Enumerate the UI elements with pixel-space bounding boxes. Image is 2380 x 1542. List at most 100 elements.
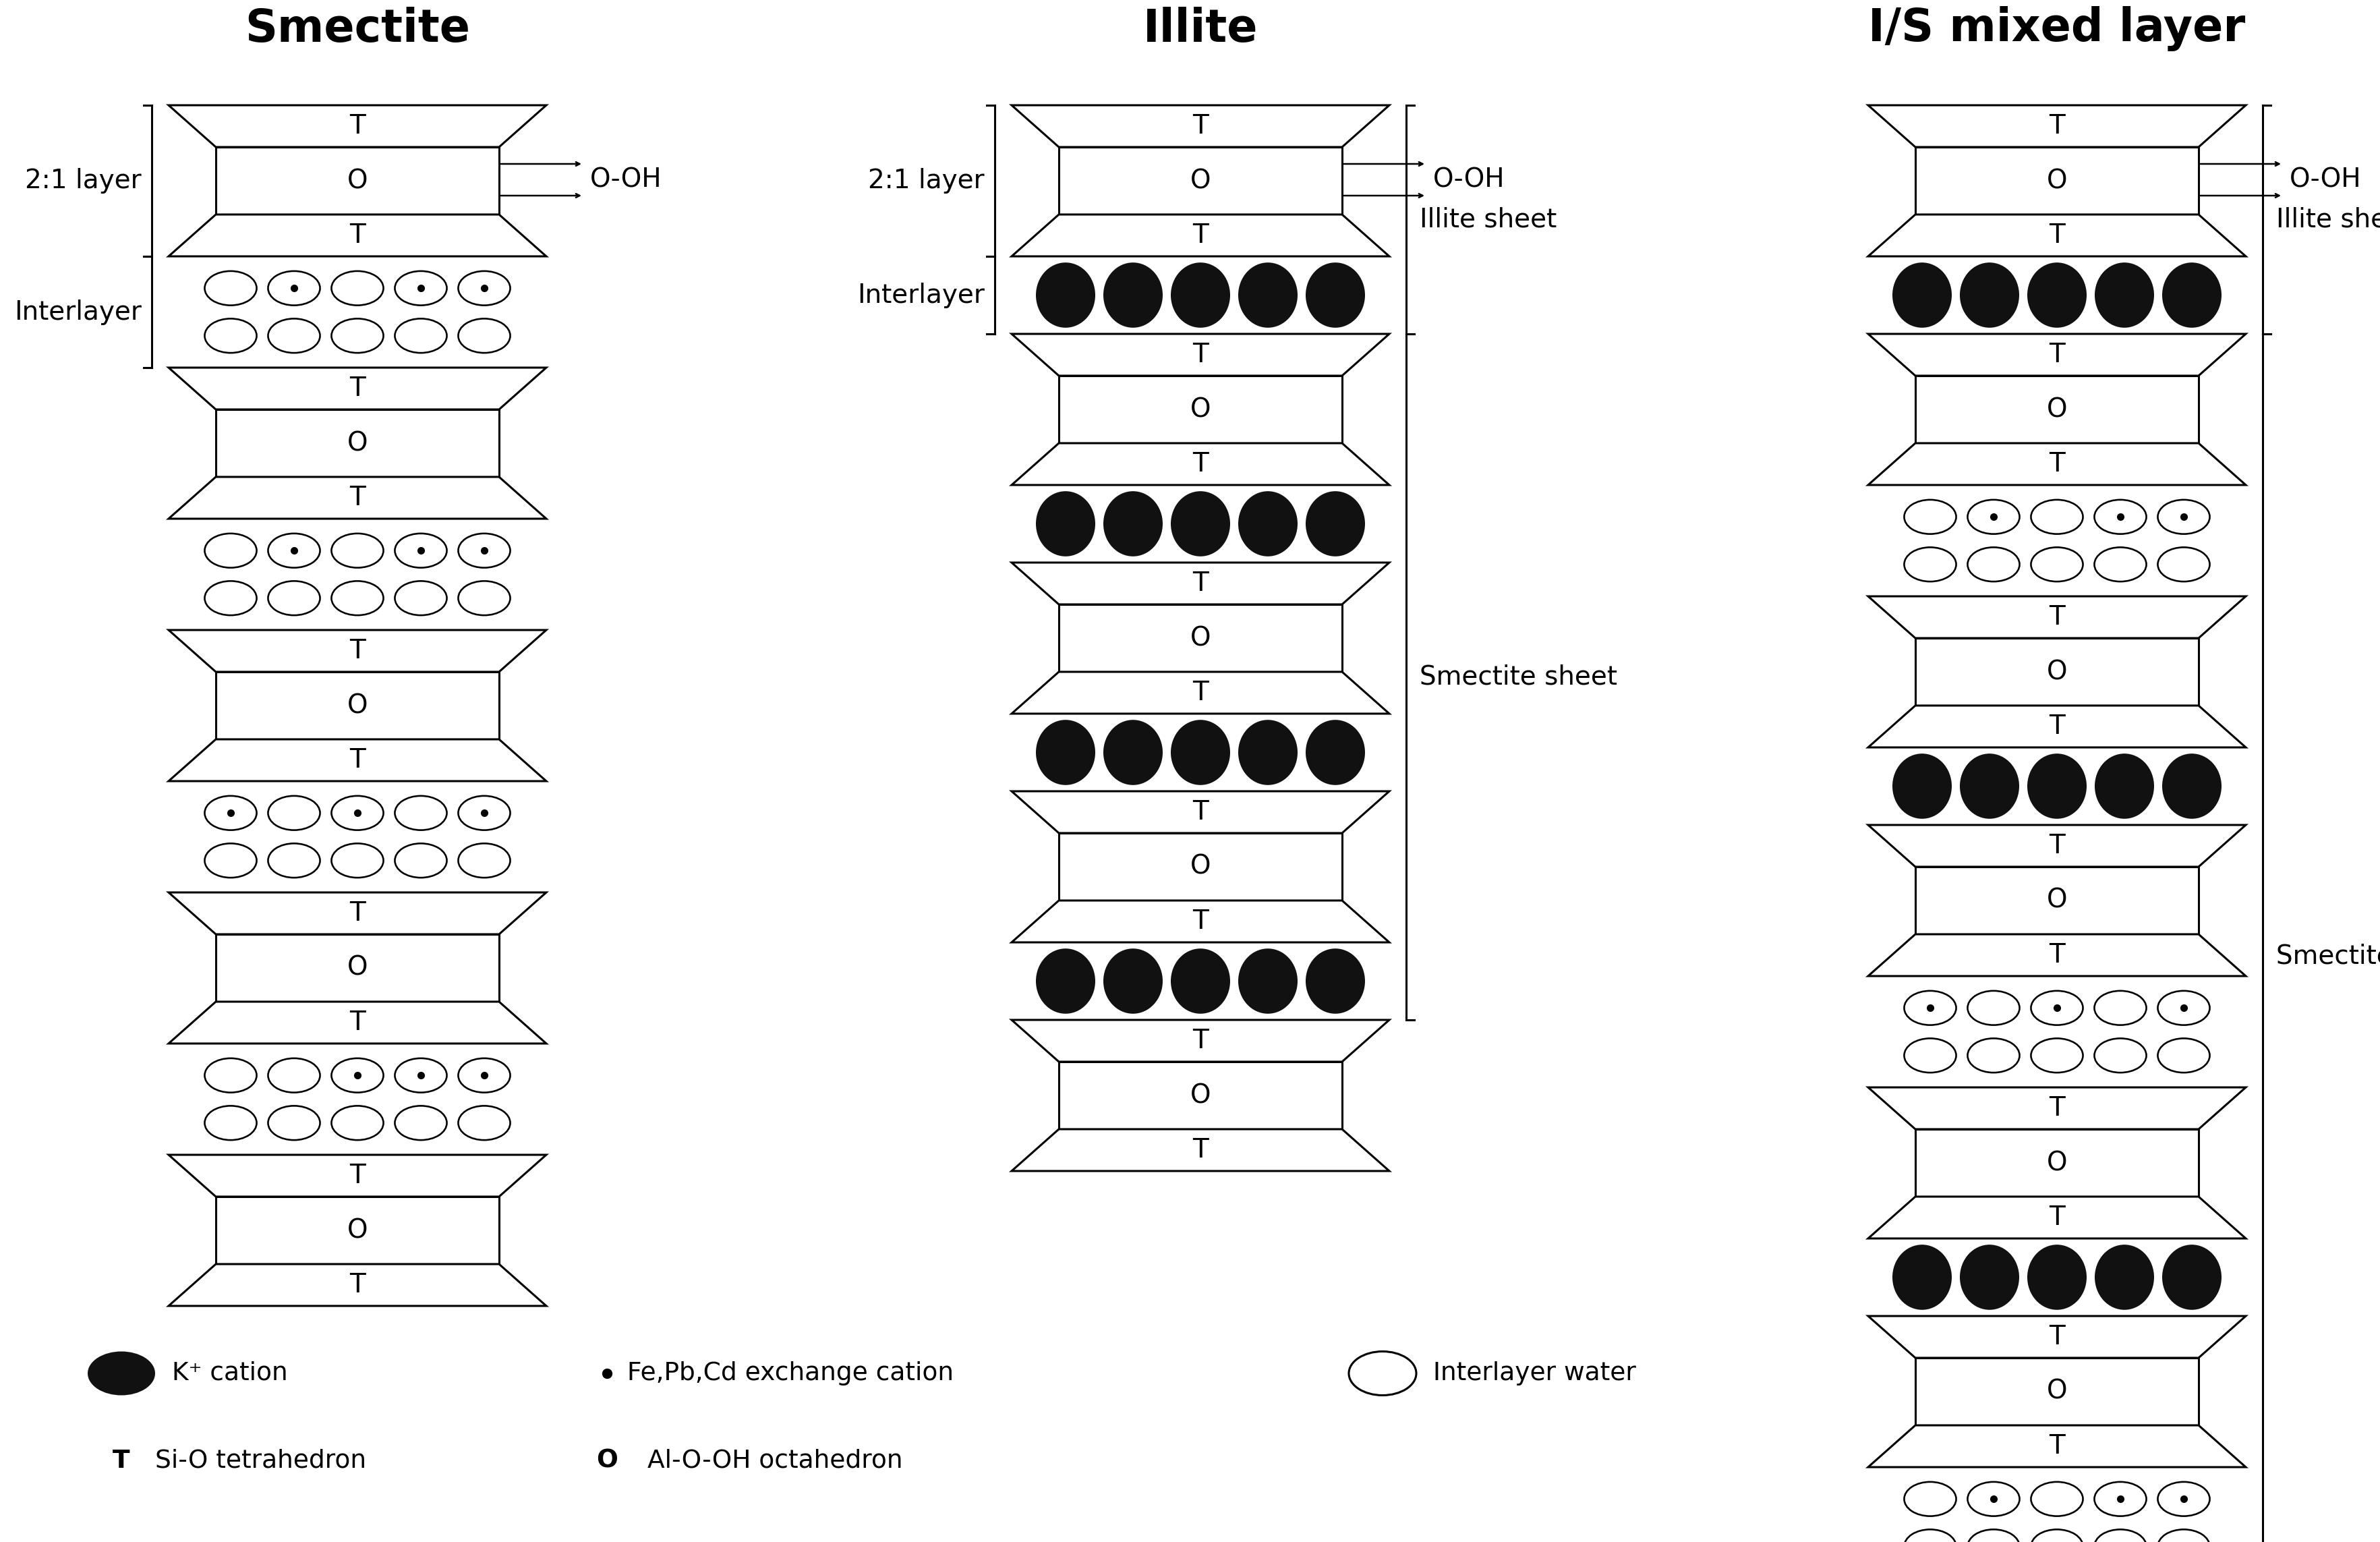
Ellipse shape (269, 796, 319, 830)
Ellipse shape (2161, 754, 2221, 819)
Ellipse shape (2094, 547, 2147, 581)
Polygon shape (1868, 1087, 2244, 1129)
Bar (217, 672, 500, 739)
Ellipse shape (2156, 1038, 2209, 1073)
Text: T: T (1192, 680, 1209, 706)
Ellipse shape (269, 1058, 319, 1092)
Ellipse shape (2156, 1482, 2209, 1516)
Ellipse shape (457, 581, 509, 615)
Bar (1916, 1129, 2199, 1197)
Ellipse shape (1171, 262, 1230, 328)
Text: O: O (2047, 396, 2066, 423)
Text: Illite: Illite (1142, 6, 1257, 51)
Polygon shape (1868, 443, 2244, 486)
Ellipse shape (331, 534, 383, 567)
Ellipse shape (205, 796, 257, 830)
Text: O: O (595, 1449, 616, 1473)
Text: O: O (347, 692, 367, 719)
Ellipse shape (269, 271, 319, 305)
Bar (217, 934, 500, 1002)
Ellipse shape (205, 843, 257, 877)
Text: T: T (1192, 1138, 1209, 1163)
Ellipse shape (2030, 547, 2082, 581)
Text: T: T (2049, 342, 2063, 367)
Ellipse shape (331, 843, 383, 877)
Text: T: T (1192, 113, 1209, 139)
Ellipse shape (2030, 992, 2082, 1025)
Ellipse shape (395, 581, 447, 615)
Ellipse shape (1904, 1038, 1956, 1073)
Text: O: O (347, 168, 367, 194)
Text: T: T (350, 1010, 367, 1035)
Bar (1916, 376, 2199, 443)
Text: T: T (2049, 222, 2063, 248)
Polygon shape (1012, 563, 1390, 604)
Polygon shape (169, 893, 545, 934)
Bar (217, 410, 500, 476)
Ellipse shape (1966, 500, 2018, 534)
Text: I/S mixed layer: I/S mixed layer (1868, 6, 2244, 51)
Text: O-OH: O-OH (1433, 167, 1504, 193)
Polygon shape (169, 105, 545, 146)
Text: T: T (350, 222, 367, 248)
Text: Interlayer water: Interlayer water (1433, 1362, 1635, 1386)
Text: T: T (2049, 604, 2063, 631)
Ellipse shape (331, 319, 383, 353)
Text: T: T (1192, 342, 1209, 367)
Polygon shape (1868, 934, 2244, 976)
Polygon shape (1868, 214, 2244, 256)
Ellipse shape (1904, 1530, 1956, 1542)
Text: T: T (112, 1449, 131, 1473)
Ellipse shape (88, 1351, 155, 1396)
Ellipse shape (1238, 720, 1297, 785)
Text: Interlayer: Interlayer (857, 282, 985, 308)
Ellipse shape (1966, 1038, 2018, 1073)
Bar (1059, 833, 1342, 901)
Ellipse shape (331, 1058, 383, 1092)
Text: T: T (2049, 1204, 2063, 1231)
Text: K⁺ cation: K⁺ cation (171, 1362, 288, 1386)
Text: T: T (1192, 1029, 1209, 1053)
Text: T: T (350, 901, 367, 927)
Polygon shape (1012, 791, 1390, 833)
Ellipse shape (457, 1106, 509, 1140)
Ellipse shape (1966, 992, 2018, 1025)
Ellipse shape (457, 796, 509, 830)
Ellipse shape (457, 843, 509, 877)
Ellipse shape (395, 796, 447, 830)
Ellipse shape (2094, 1038, 2147, 1073)
Ellipse shape (2161, 1244, 2221, 1309)
Ellipse shape (1102, 720, 1161, 785)
Polygon shape (169, 739, 545, 782)
Text: T: T (2049, 942, 2063, 968)
Ellipse shape (2156, 1530, 2209, 1542)
Text: Smectite sheet: Smectite sheet (2275, 944, 2380, 968)
Ellipse shape (331, 796, 383, 830)
Ellipse shape (1304, 948, 1364, 1013)
Ellipse shape (395, 1058, 447, 1092)
Text: T: T (350, 1163, 367, 1189)
Text: O: O (2047, 658, 2066, 685)
Text: T: T (350, 376, 367, 401)
Polygon shape (1868, 105, 2244, 146)
Ellipse shape (2030, 1482, 2082, 1516)
Ellipse shape (2094, 754, 2154, 819)
Ellipse shape (269, 319, 319, 353)
Text: O: O (1190, 1082, 1211, 1109)
Text: O: O (347, 954, 367, 981)
Polygon shape (1012, 1129, 1390, 1170)
Ellipse shape (1035, 948, 1095, 1013)
Ellipse shape (2028, 262, 2085, 328)
Ellipse shape (2094, 1482, 2147, 1516)
Ellipse shape (331, 1106, 383, 1140)
Text: 2:1 layer: 2:1 layer (26, 168, 140, 194)
Text: T: T (1192, 799, 1209, 825)
Text: T: T (2049, 714, 2063, 739)
Text: T: T (1192, 908, 1209, 934)
Ellipse shape (205, 1058, 257, 1092)
Ellipse shape (1304, 492, 1364, 557)
Ellipse shape (205, 581, 257, 615)
Text: T: T (350, 748, 367, 773)
Ellipse shape (2161, 262, 2221, 328)
Ellipse shape (395, 319, 447, 353)
